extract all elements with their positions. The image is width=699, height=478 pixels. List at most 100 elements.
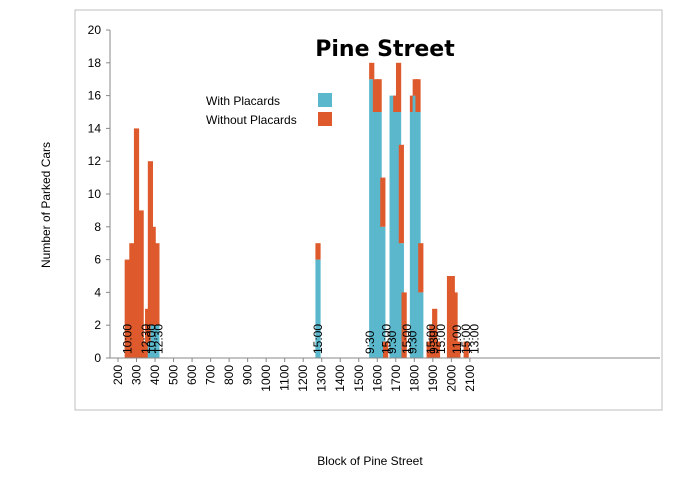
time-label-13: 11:00 — [450, 325, 464, 354]
time-label-10: 15:00 — [424, 324, 438, 354]
bar-without-placards-2 — [133, 128, 140, 358]
time-label-5: 9:30 — [363, 330, 377, 354]
legend: With Placards Without Placards — [206, 93, 332, 127]
y-tick-label-2: 4 — [94, 285, 101, 299]
bar-without-placards-32 — [463, 341, 469, 358]
bars-layer — [124, 62, 469, 358]
bar-without-placards-20 — [409, 95, 416, 112]
bar-with-placards-16 — [393, 112, 399, 358]
bar-without-placards-7 — [150, 226, 156, 326]
x-tick-label-9: 1100 — [278, 365, 292, 391]
chart-title: Pine Street — [315, 37, 455, 62]
bar-without-placards-11 — [372, 79, 379, 112]
bar-without-placards-9 — [315, 243, 321, 260]
bar-without-placards-26 — [432, 308, 438, 358]
bar-with-placards-15 — [389, 95, 395, 358]
time-label-2: 10:00 — [144, 324, 158, 354]
x-tick-label-19: 2100 — [463, 365, 477, 392]
bar-without-placards-18 — [398, 144, 404, 244]
x-tick-label-14: 1600 — [370, 365, 384, 392]
bar-with-placards-7 — [150, 325, 156, 358]
bar-with-placards-21 — [412, 95, 418, 358]
bar-without-placards-8 — [154, 243, 160, 326]
x-tick-label-16: 1800 — [407, 365, 421, 392]
time-label-8: 15:00 — [400, 324, 414, 354]
x-tick-label-2: 400 — [148, 365, 162, 385]
time-label-1: 12:30 — [139, 324, 153, 354]
bar-without-placards-1 — [129, 243, 135, 358]
x-tick-label-10: 1200 — [296, 365, 310, 392]
bar-without-placards-13 — [380, 177, 386, 227]
x-tick-label-17: 1900 — [426, 365, 440, 392]
x-tick-label-5: 700 — [204, 365, 218, 385]
bar-with-placards-13 — [380, 226, 386, 358]
bar-without-placards-21 — [412, 79, 418, 96]
x-tick-label-18: 2000 — [444, 365, 458, 392]
y-axis-label: Number of Parked Cars — [39, 142, 53, 268]
bar-without-placards-12 — [376, 79, 382, 112]
bar-without-placards-6 — [147, 161, 154, 342]
bar-with-placards-17 — [395, 112, 402, 358]
time-label-11: 9:30 — [427, 330, 441, 354]
y-tick-label-0: 0 — [94, 351, 101, 365]
bar-without-placards-22 — [415, 79, 421, 112]
chart-frame — [74, 9, 663, 411]
y-tick-label-5: 10 — [88, 187, 102, 201]
time-label-7: 9:30 — [385, 330, 399, 354]
y-tick-label-4: 8 — [94, 220, 101, 234]
time-label-3: 12:30 — [152, 324, 166, 354]
legend-swatch-without-placards — [318, 112, 332, 126]
legend-label-without-placards: Without Placards — [206, 113, 297, 127]
y-tick-label-1: 2 — [94, 318, 101, 332]
y-tick-label-8: 16 — [88, 89, 102, 103]
bar-with-placards-9 — [315, 259, 321, 358]
bar-without-placards-0 — [124, 259, 130, 358]
y-ticks: 0 2 4 6 8 10 12 14 16 18 20 — [88, 23, 110, 365]
time-label-4: 15:00 — [311, 324, 325, 354]
x-tick-label-1: 300 — [130, 365, 144, 385]
bar-without-placards-14 — [383, 341, 389, 358]
time-label-9: 9:30 — [405, 330, 419, 354]
bar-without-placards-5 — [145, 308, 151, 358]
bar-with-placards-23 — [418, 292, 424, 358]
bar-with-placards-22 — [415, 112, 421, 358]
bar-without-placards-28 — [446, 276, 453, 358]
y-tick-label-9: 18 — [88, 56, 102, 70]
x-tick-label-8: 1000 — [259, 365, 273, 392]
bar-without-placards-23 — [418, 243, 424, 293]
x-axis-label: Block of Pine Street — [317, 454, 423, 468]
x-tick-label-11: 1300 — [315, 365, 329, 392]
x-tick-label-6: 800 — [222, 365, 236, 385]
bar-without-placards-10 — [369, 62, 375, 80]
x-tick-label-13: 1500 — [352, 365, 366, 392]
y-tick-label-10: 20 — [88, 23, 102, 37]
bar-without-placards-25 — [429, 325, 435, 358]
x-tick-label-0: 200 — [111, 365, 125, 385]
time-label-6: 15:00 — [380, 324, 394, 354]
bar-with-placards-11 — [372, 112, 379, 358]
legend-swatch-with-placards — [318, 93, 332, 107]
bar-without-placards-19 — [401, 292, 407, 358]
bar-without-placards-31 — [455, 341, 461, 358]
y-tick-label-3: 6 — [94, 253, 101, 267]
x-tick-label-7: 900 — [241, 365, 255, 385]
time-label-14: 15:00 — [459, 324, 473, 354]
bar-without-placards-16 — [393, 95, 399, 112]
x-tick-label-15: 1700 — [389, 365, 403, 392]
bar-with-placards-18 — [398, 243, 404, 358]
time-label-0: 10:00 — [120, 324, 134, 354]
bar-with-placards-10 — [369, 79, 375, 358]
x-ticks: 200 300 400 500 600 700 800 900 1000 1100 1200 1300… — [111, 358, 477, 392]
y-tick-label-7: 14 — [88, 121, 102, 135]
bar-without-placards-29 — [449, 276, 455, 358]
bar-without-placards-30 — [452, 292, 458, 358]
x-tick-label-3: 500 — [167, 365, 181, 385]
bar-without-placards-17 — [395, 62, 402, 112]
time-label-12: 15:00 — [434, 324, 448, 354]
bar-with-placards-6 — [147, 341, 154, 358]
x-tick-label-12: 1400 — [333, 365, 347, 392]
bar-without-placards-27 — [434, 341, 441, 358]
